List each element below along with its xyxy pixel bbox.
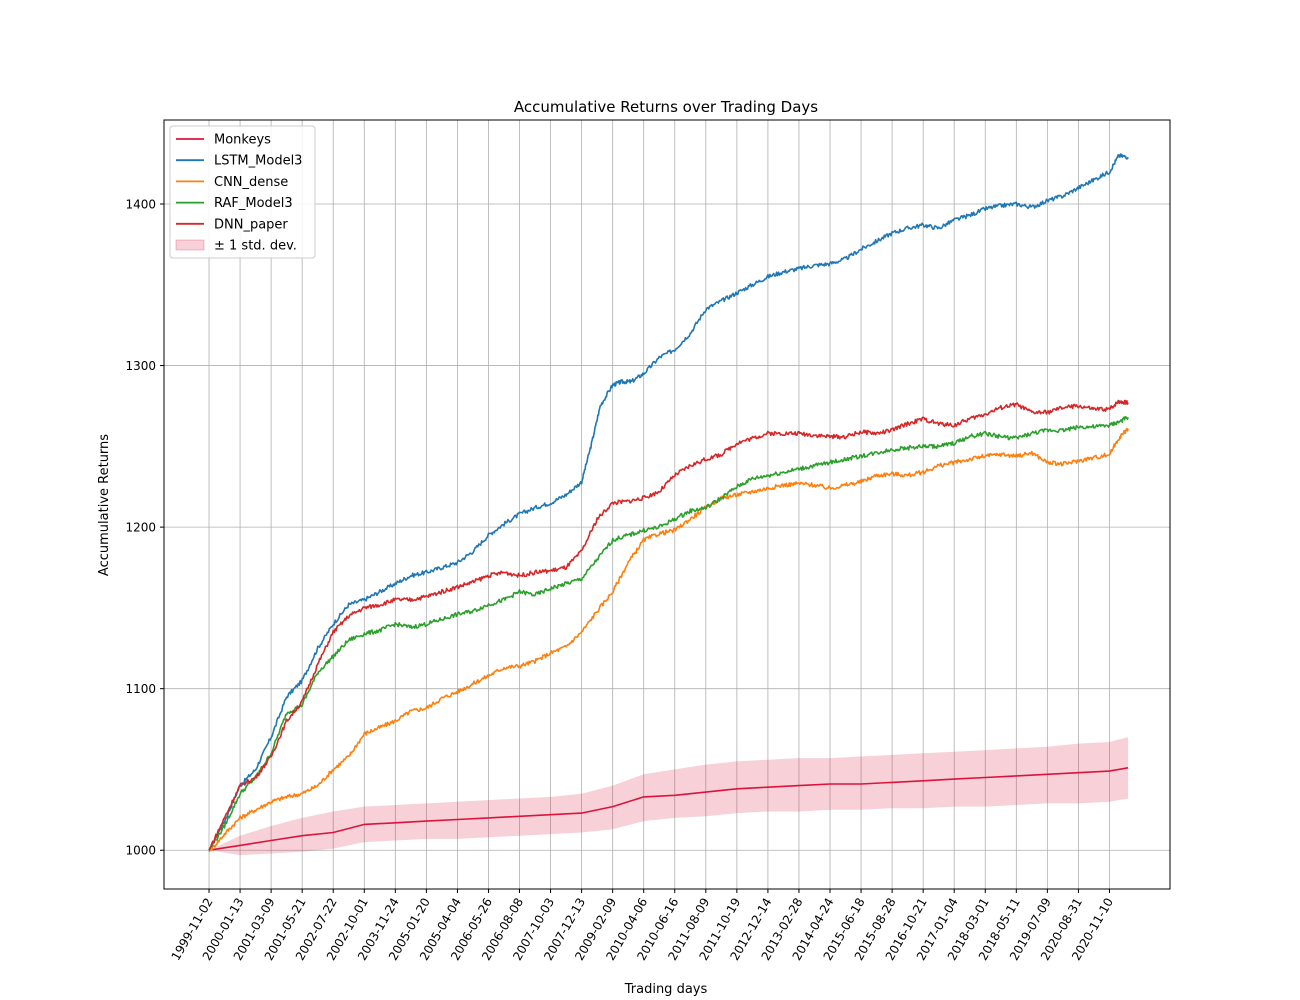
legend-label: LSTM_Model3 xyxy=(214,154,302,169)
legend-label: CNN_dense xyxy=(214,175,288,190)
legend-label: Monkeys xyxy=(214,133,271,148)
y-tick-label: 1400 xyxy=(125,198,156,212)
plot-frame xyxy=(163,119,1171,890)
series-line-dnn-paper xyxy=(208,399,1129,851)
series-line-lstm-model3 xyxy=(208,153,1129,851)
legend-label: DNN_paper xyxy=(214,217,288,232)
legend-label: RAF_Model3 xyxy=(214,196,293,211)
legend-swatch-band xyxy=(175,239,205,251)
y-tick-label: 1000 xyxy=(125,844,156,858)
x-axis-ticks: 1999-11-022000-01-132001-03-092001-05-21… xyxy=(169,889,1116,963)
series-line-cnn-dense xyxy=(208,427,1129,853)
x-axis-label: Trading days xyxy=(624,982,708,997)
y-tick-label: 1200 xyxy=(125,521,156,535)
monkeys-line xyxy=(208,767,1129,851)
series-line-raf-model3 xyxy=(208,416,1129,851)
y-tick-label: 1300 xyxy=(125,359,156,373)
chart-title: Accumulative Returns over Trading Days xyxy=(514,98,818,116)
legend-label: ± 1 std. dev. xyxy=(214,239,297,254)
legend-box xyxy=(169,125,316,259)
plot-area xyxy=(164,120,1170,889)
legend: Monkeys LSTM_Model3 CNN_dense RAF_Model3 DNN… xyxy=(169,125,316,259)
y-axis-label: Accumulative Returns xyxy=(97,434,112,576)
y-tick-label: 1100 xyxy=(125,682,156,696)
y-axis-ticks: 1000 1100 1200 1300 1400 xyxy=(125,198,164,858)
